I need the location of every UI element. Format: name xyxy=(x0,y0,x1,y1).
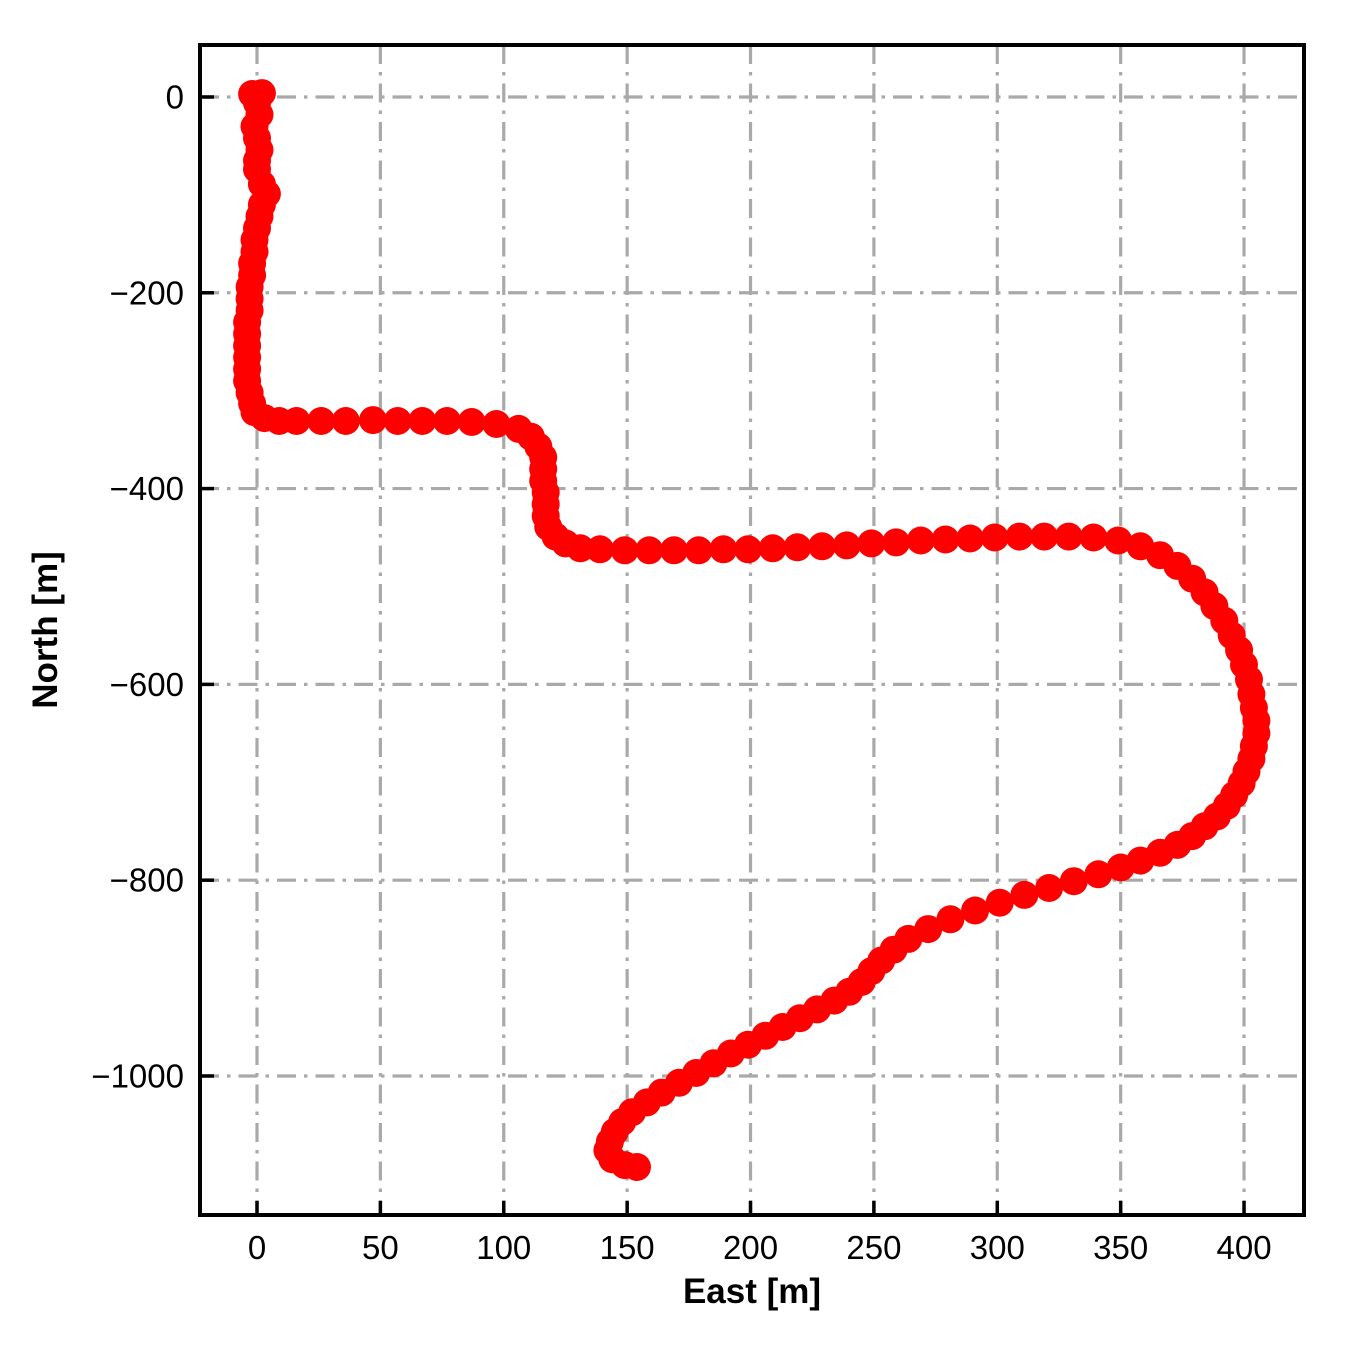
x-tick-label: 100 xyxy=(476,1229,531,1266)
data-point xyxy=(433,407,461,435)
data-point xyxy=(1104,526,1133,555)
x-tick-label: 200 xyxy=(723,1229,778,1266)
x-tick-label: 0 xyxy=(248,1229,266,1266)
data-point xyxy=(586,535,614,564)
data-point xyxy=(307,407,336,435)
data-point xyxy=(331,407,360,435)
data-point xyxy=(1084,860,1113,889)
data-point xyxy=(1054,522,1083,551)
data-point xyxy=(808,532,837,561)
data-point xyxy=(961,896,990,925)
y-tick-label: −600 xyxy=(110,666,184,703)
data-point xyxy=(857,529,886,558)
x-tick-label: 150 xyxy=(600,1229,655,1266)
data-point xyxy=(1005,522,1034,551)
x-axis-title: East [m] xyxy=(683,1272,821,1311)
data-point xyxy=(832,531,861,560)
gridlines xyxy=(200,45,1304,1215)
data-point xyxy=(936,905,965,934)
data-point xyxy=(359,406,387,435)
data-point xyxy=(985,888,1014,917)
x-tick-label: 50 xyxy=(362,1229,399,1266)
x-tick-label: 250 xyxy=(846,1229,901,1266)
data-point xyxy=(734,535,763,564)
x-tick-label: 350 xyxy=(1093,1229,1148,1266)
data-point xyxy=(1106,853,1135,882)
y-tick-label: 0 xyxy=(166,78,184,115)
data-point xyxy=(783,533,812,562)
data-point xyxy=(610,536,639,565)
data-point xyxy=(1010,880,1039,909)
trajectory-points xyxy=(233,79,1271,1181)
y-tick-label: −800 xyxy=(110,862,184,899)
data-point xyxy=(623,1153,651,1181)
data-point xyxy=(1079,523,1108,552)
y-axis-title: North [m] xyxy=(26,551,65,708)
data-point xyxy=(931,525,960,554)
data-point xyxy=(457,408,486,436)
data-point xyxy=(980,523,1009,552)
y-tick-label: −400 xyxy=(110,470,184,507)
x-tick-label: 400 xyxy=(1217,1229,1272,1266)
data-point xyxy=(282,407,311,435)
x-tick-label: 300 xyxy=(970,1229,1025,1266)
data-point xyxy=(408,407,437,435)
data-point xyxy=(635,536,664,565)
data-point xyxy=(660,536,688,565)
data-point xyxy=(383,407,412,435)
data-point xyxy=(1035,874,1064,902)
data-point xyxy=(758,534,787,563)
data-point xyxy=(566,534,595,563)
y-tick-label: −1000 xyxy=(91,1057,184,1094)
axis-ticks xyxy=(200,95,1246,1215)
data-point xyxy=(709,535,738,564)
data-point xyxy=(906,526,935,555)
data-point xyxy=(684,536,713,565)
data-point xyxy=(956,524,985,553)
tick-labels: 0 50 100 150 200 250 300 350 400 0 −200 −400 −600 −80… xyxy=(91,78,1271,1266)
data-point xyxy=(1059,867,1088,896)
data-point xyxy=(482,410,511,438)
data-point xyxy=(882,528,911,557)
y-tick-label: −200 xyxy=(110,274,184,311)
data-point xyxy=(1030,522,1059,551)
